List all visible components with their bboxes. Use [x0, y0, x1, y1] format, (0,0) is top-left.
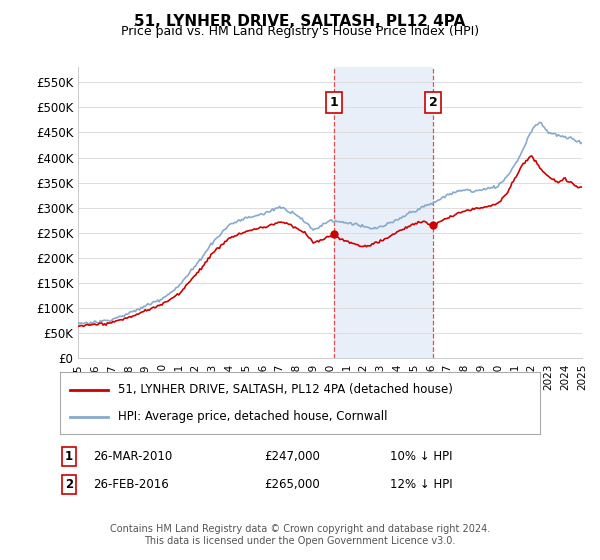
Text: HPI: Average price, detached house, Cornwall: HPI: Average price, detached house, Corn… [118, 410, 387, 423]
Text: £247,000: £247,000 [264, 450, 320, 463]
Text: 1: 1 [65, 450, 73, 463]
Text: 2: 2 [65, 478, 73, 491]
Text: 10% ↓ HPI: 10% ↓ HPI [390, 450, 452, 463]
Text: £265,000: £265,000 [264, 478, 320, 491]
Text: Contains HM Land Registry data © Crown copyright and database right 2024.
This d: Contains HM Land Registry data © Crown c… [110, 524, 490, 546]
Text: 51, LYNHER DRIVE, SALTASH, PL12 4PA (detached house): 51, LYNHER DRIVE, SALTASH, PL12 4PA (det… [118, 383, 452, 396]
Text: 12% ↓ HPI: 12% ↓ HPI [390, 478, 452, 491]
Text: 2: 2 [429, 96, 437, 109]
Bar [334, 67, 433, 358]
Text: 1: 1 [329, 96, 338, 109]
Text: 26-FEB-2016: 26-FEB-2016 [93, 478, 169, 491]
Text: Price paid vs. HM Land Registry's House Price Index (HPI): Price paid vs. HM Land Registry's House … [121, 25, 479, 38]
Text: 51, LYNHER DRIVE, SALTASH, PL12 4PA: 51, LYNHER DRIVE, SALTASH, PL12 4PA [134, 14, 466, 29]
Text: 26-MAR-2010: 26-MAR-2010 [93, 450, 172, 463]
